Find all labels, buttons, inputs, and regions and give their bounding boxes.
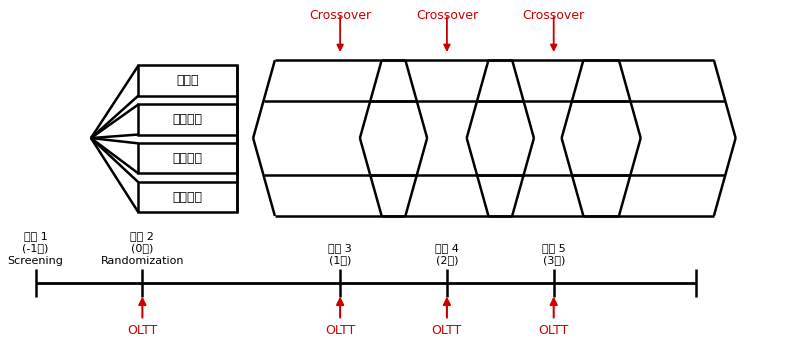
Text: 방문 3
(1주): 방문 3 (1주): [328, 243, 352, 266]
Text: 방문 5
(3주): 방문 5 (3주): [542, 243, 566, 266]
Text: 저용량군: 저용량군: [173, 113, 202, 126]
Bar: [138, 65, 237, 96]
Text: OLTT: OLTT: [432, 324, 462, 337]
Text: OLTT: OLTT: [539, 324, 569, 337]
Bar: [138, 104, 237, 135]
Text: 고용량군: 고용량군: [173, 191, 202, 204]
Bar: [138, 143, 237, 173]
Text: OLTT: OLTT: [325, 324, 355, 337]
Bar: [138, 182, 237, 212]
Text: 방문 4
(2주): 방문 4 (2주): [435, 243, 459, 266]
Text: Crossover: Crossover: [416, 9, 478, 22]
Text: Crossover: Crossover: [523, 9, 585, 22]
Text: OLTT: OLTT: [127, 324, 157, 337]
Text: 방문 1
(-1주)
Screening: 방문 1 (-1주) Screening: [8, 231, 63, 266]
Text: 중용량군: 중용량군: [173, 152, 202, 165]
Text: 방문 2
(0주)
Randomization: 방문 2 (0주) Randomization: [100, 231, 184, 266]
Text: Crossover: Crossover: [309, 9, 371, 22]
Text: 대조군: 대조군: [176, 74, 199, 87]
